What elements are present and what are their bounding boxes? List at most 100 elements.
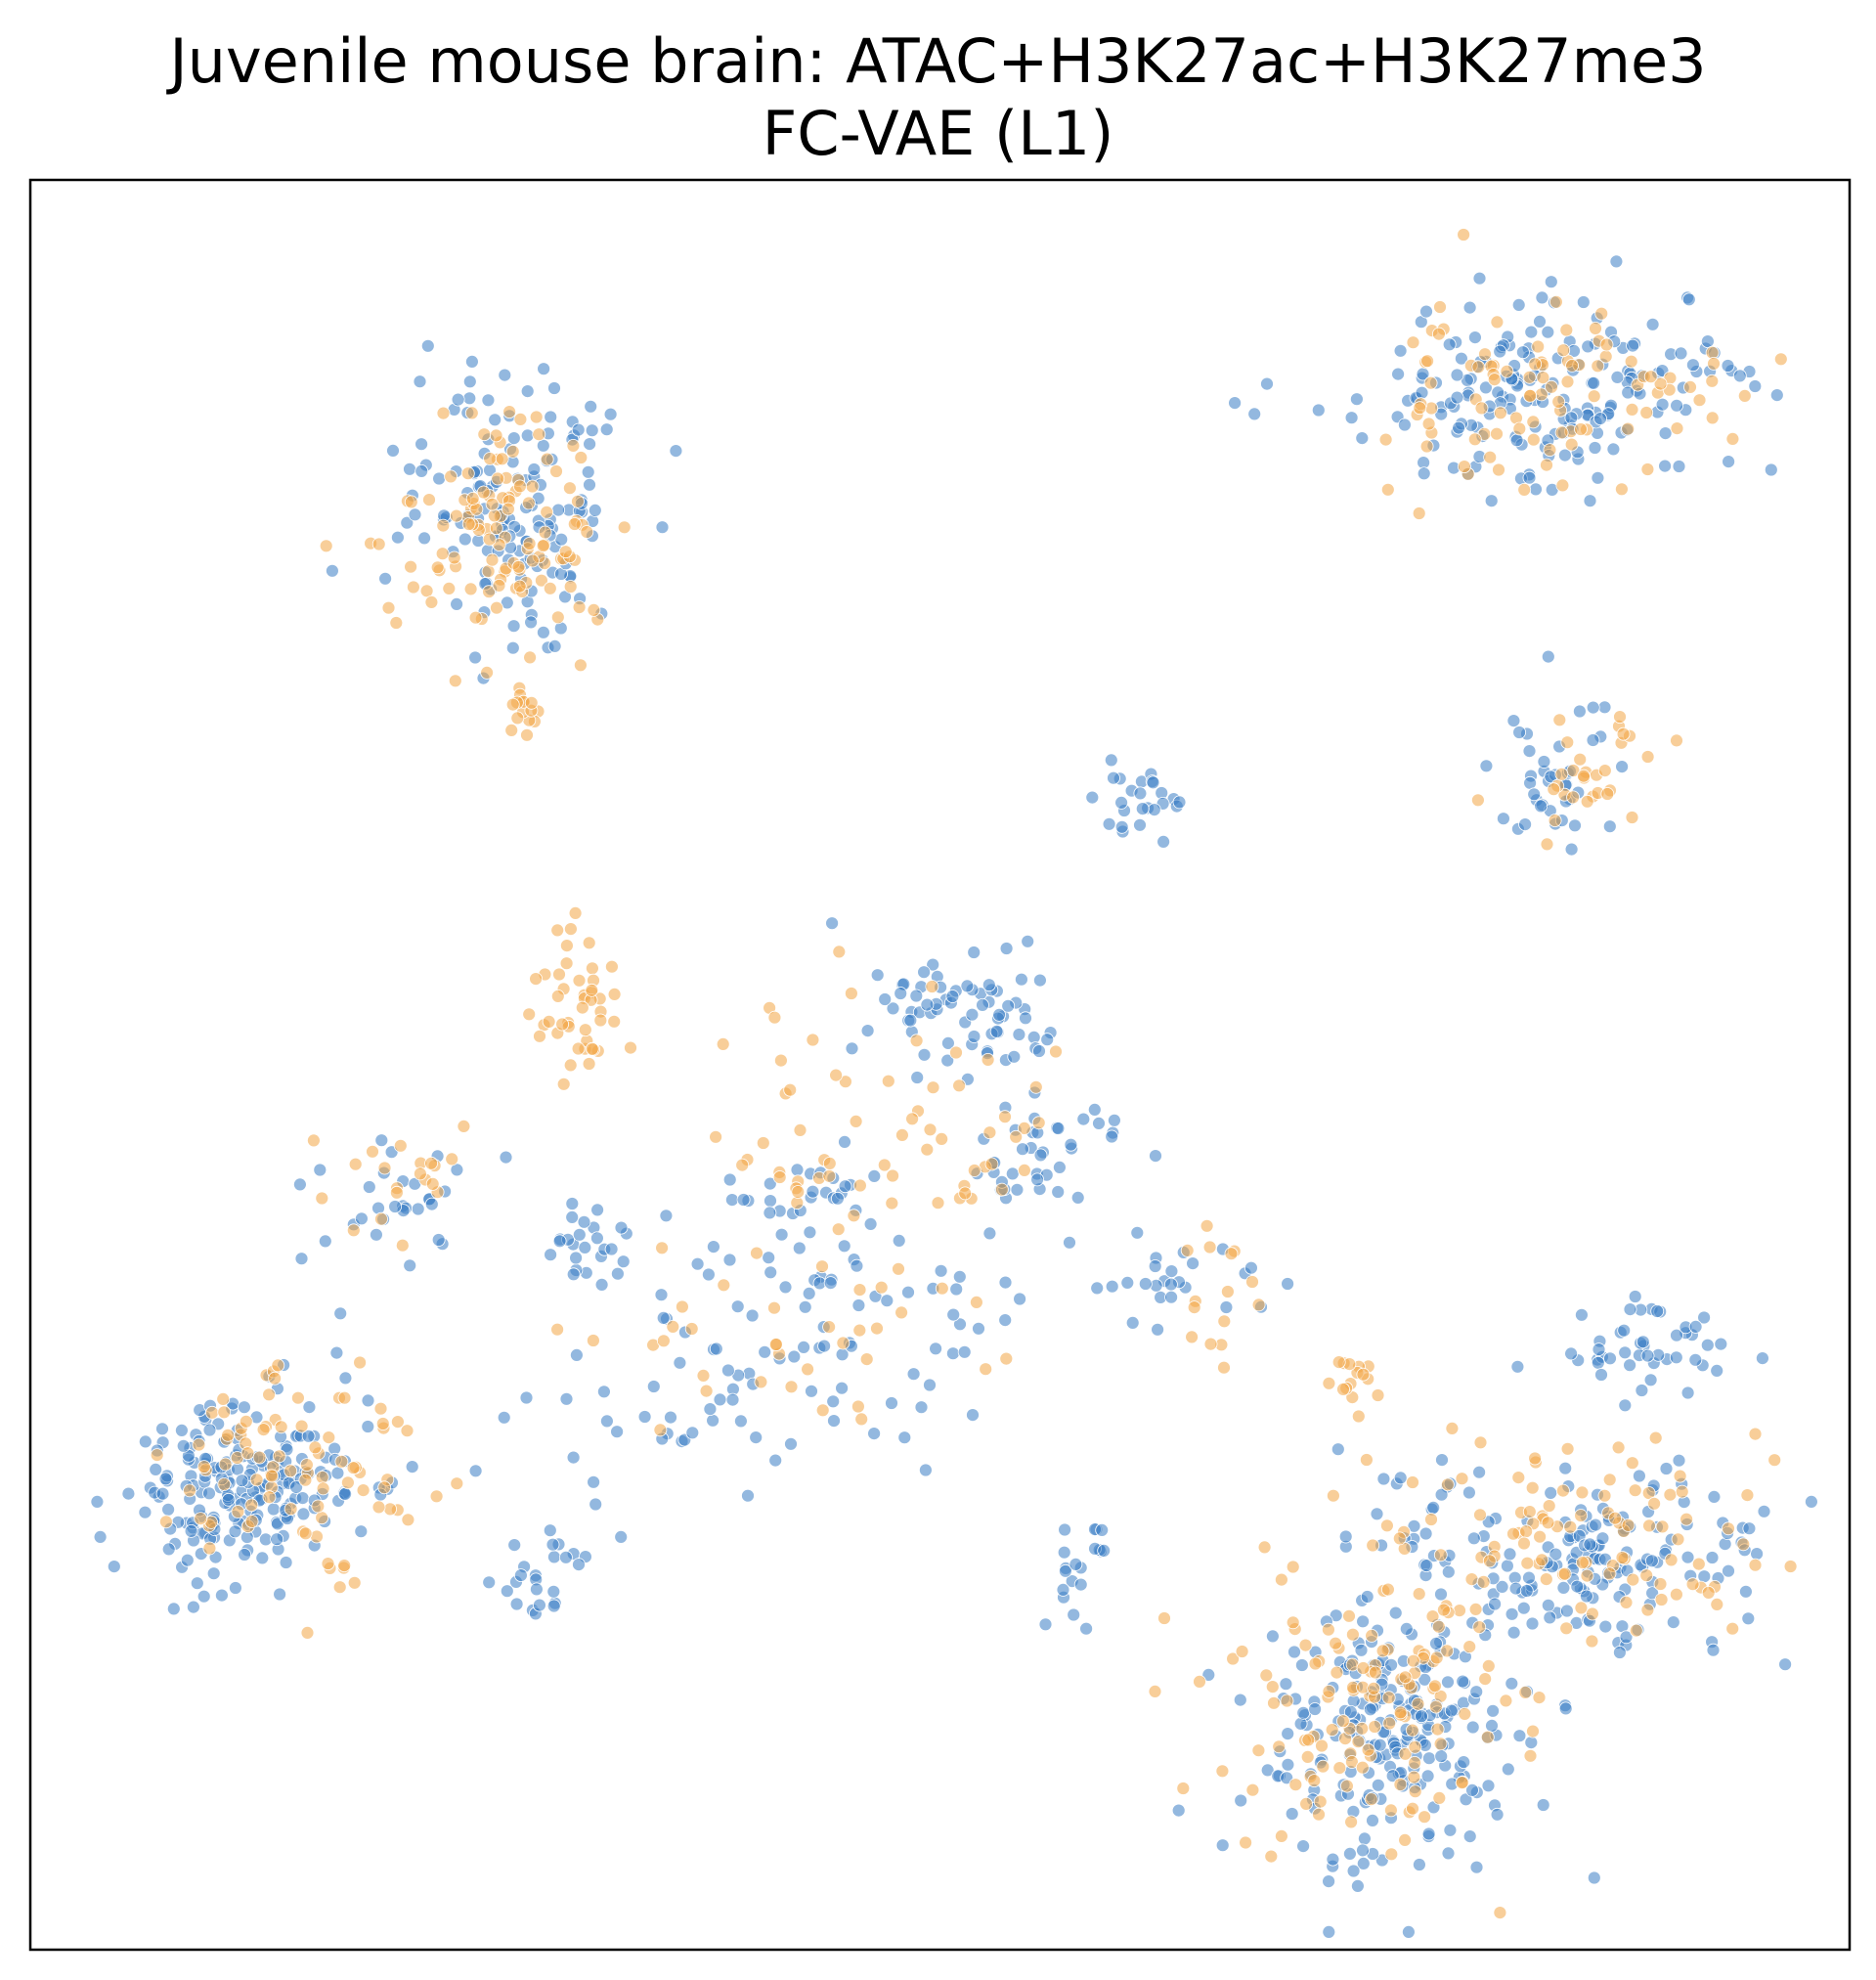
scatter-point [967,946,982,959]
scatter-point [1510,1359,1525,1374]
scatter-point [877,1158,892,1172]
scatter-point [1645,317,1660,331]
scatter-point [1201,1668,1216,1682]
scatter-point [559,1550,573,1564]
scatter-point [1407,1518,1421,1533]
scatter-point [1356,1614,1370,1629]
scatter-point [1680,1550,1695,1564]
scatter-point [1398,1833,1412,1847]
scatter-point [1464,1572,1479,1586]
scatter-point [1670,398,1683,413]
scatter-point [1500,364,1514,378]
scatter-point [1104,753,1118,768]
scatter-point [1440,1644,1455,1658]
scatter-point [559,956,574,971]
scatter-point [550,990,565,1003]
scatter-point [461,517,476,531]
scatter-point [931,1196,945,1210]
scatter-point [315,1191,329,1206]
scatter-point [1633,1469,1646,1483]
scatter-point [1120,1276,1135,1290]
scatter-point [1264,1849,1279,1864]
scatter-point [1616,726,1631,741]
scatter-point [1012,1028,1026,1041]
scatter-point [1714,1337,1728,1351]
scatter-point [1613,710,1627,724]
scatter-point [1568,818,1582,833]
scatter-point [1469,1685,1484,1699]
scatter-point [272,1449,286,1464]
scatter-point [1021,934,1035,948]
scatter-point [1587,389,1601,404]
scatter-point [709,1342,723,1356]
scatter-point [1545,379,1558,394]
scatter-point [1360,1453,1374,1467]
scatter-point [1424,1513,1438,1526]
scatter-point [1683,379,1697,394]
scatter-point [1533,1529,1547,1544]
scatter-point [237,1400,251,1415]
scatter-point [150,1448,164,1462]
scatter-point [999,942,1014,955]
scatter-point [206,1566,221,1581]
scatter-point [338,1487,353,1501]
scatter-point [337,1390,352,1405]
scatter-point [1164,1290,1178,1304]
scatter-point [1380,1518,1394,1533]
scatter-point [1355,1760,1370,1775]
scatter-point [334,1454,349,1469]
scatter-point [886,1001,900,1016]
scatter-point [1114,819,1129,834]
scatter-point [1602,819,1617,834]
scatter-point [1344,411,1359,425]
scatter-point [214,1588,229,1603]
scatter-point [266,1502,281,1517]
scatter-point [1705,411,1720,425]
scatter-point [1336,1714,1350,1729]
scatter-point [1200,1218,1214,1233]
scatter-point [313,1163,327,1177]
scatter-point [1373,1738,1387,1752]
scatter-point [982,1125,997,1140]
scatter-point [1583,1537,1597,1552]
scatter-point [522,1007,537,1022]
scatter-point [1148,1259,1162,1273]
scatter-point [1575,1485,1590,1500]
scatter-point [1073,1577,1088,1592]
scatter-point [946,1346,960,1361]
scatter-point [587,1474,600,1489]
scatter-point [1688,1352,1703,1367]
scatter-point [295,1491,310,1505]
scatter-point [417,531,432,546]
scatter-point [1680,1512,1693,1526]
scatter-point [509,1597,524,1611]
scatter-point [835,1381,849,1395]
scatter-point [1361,1742,1375,1757]
scatter-point [1598,1619,1613,1634]
scatter-point [1186,1256,1200,1270]
scatter-point [1419,439,1434,454]
scatter-point [917,965,931,980]
scatter-point [1505,1676,1519,1691]
scatter-point [1247,407,1262,421]
scatter-point [310,1529,324,1544]
scatter-point [554,532,569,547]
scatter-point [1058,1522,1071,1537]
scatter-point [431,1233,446,1247]
scatter-point [1641,1486,1656,1500]
scatter-point [1384,1847,1399,1862]
scatter-point [1325,1723,1339,1737]
scatter-point [1669,1350,1683,1365]
scatter-point [758,1344,772,1359]
scatter-point [1570,1579,1585,1594]
scatter-point [1576,295,1591,309]
scatter-point [1623,1302,1637,1316]
scatter-point [1592,1342,1606,1356]
scatter-point [513,412,528,426]
scatter-point [1316,1759,1331,1774]
scatter-point [316,1481,330,1496]
scatter-point [411,1202,425,1216]
scatter-point [1594,1368,1608,1382]
scatter-point [892,1261,905,1276]
